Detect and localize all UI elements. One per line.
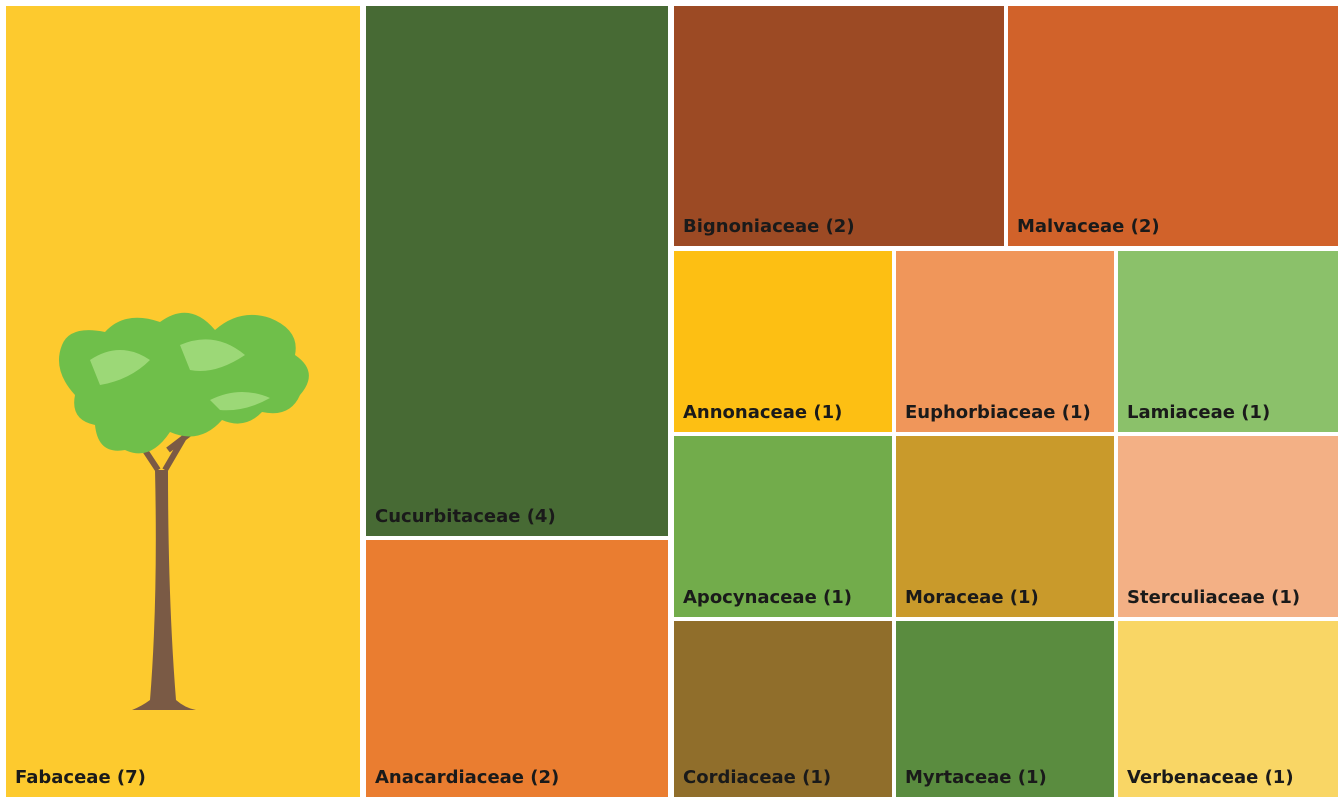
tile-label: Anacardiaceae (2) bbox=[375, 767, 559, 788]
tile-label: Euphorbiaceae (1) bbox=[905, 402, 1091, 423]
tile-label: Fabaceae (7) bbox=[15, 767, 146, 788]
chart: Fabaceae (7) Cucurbitaceae (4) Anacardiace… bbox=[0, 0, 1338, 800]
tile bbox=[366, 540, 668, 797]
page: Fabaceae (7) Cucurbitaceae (4) Anacardiace… bbox=[0, 0, 1338, 800]
tile-label: Apocynaceae (1) bbox=[683, 587, 852, 608]
tile-label: Moraceae (1) bbox=[905, 587, 1039, 608]
tile-label: Sterculiaceae (1) bbox=[1127, 587, 1300, 608]
tile-label: Bignoniaceae (2) bbox=[683, 216, 855, 237]
tile-label: Verbenaceae (1) bbox=[1127, 767, 1294, 788]
tile bbox=[366, 6, 668, 536]
tile-label: Cordiaceae (1) bbox=[683, 767, 831, 788]
tile-label: Cucurbitaceae (4) bbox=[375, 506, 556, 527]
tile-label: Myrtaceae (1) bbox=[905, 767, 1047, 788]
tile bbox=[1008, 6, 1338, 246]
tile bbox=[674, 6, 1004, 246]
tile-label: Malvaceae (2) bbox=[1017, 216, 1160, 237]
tile-label: Annonaceae (1) bbox=[683, 402, 842, 423]
tile-label: Lamiaceae (1) bbox=[1127, 402, 1270, 423]
